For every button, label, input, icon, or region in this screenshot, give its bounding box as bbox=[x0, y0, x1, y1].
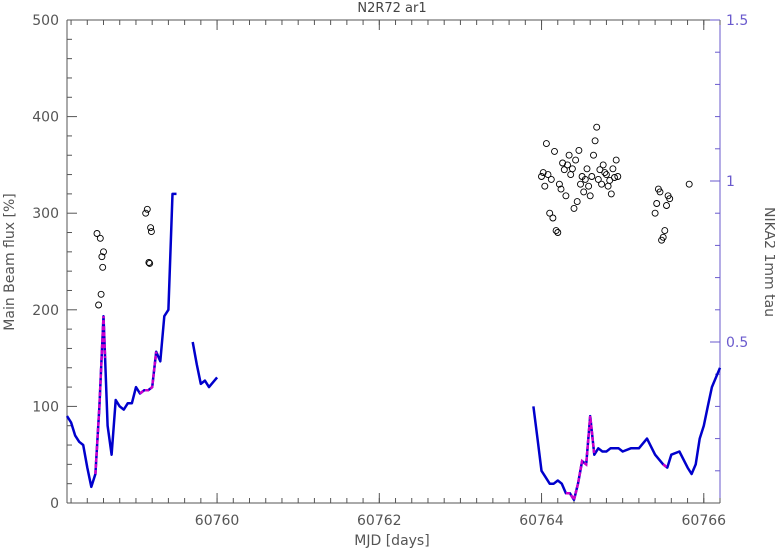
flux-point bbox=[581, 175, 589, 183]
y-tick-label: 200 bbox=[32, 303, 59, 319]
ticks: 60760 60762 60764 60766 0 100 200 300 400 500 0.5 1… bbox=[32, 13, 748, 529]
y2-tick-label: 1 bbox=[726, 174, 735, 190]
flux-point bbox=[541, 182, 549, 190]
flux-point bbox=[593, 123, 601, 131]
flux-point bbox=[609, 165, 617, 173]
chart-title: N2R72 ar1 bbox=[357, 1, 426, 16]
flux-point bbox=[567, 171, 575, 179]
flux-point bbox=[602, 171, 610, 179]
flux-point bbox=[98, 253, 106, 261]
y-tick-label: 500 bbox=[32, 13, 59, 29]
flux-point bbox=[663, 202, 670, 209]
flux-point bbox=[659, 233, 667, 241]
flux-point bbox=[590, 151, 597, 159]
flux-point bbox=[596, 166, 604, 174]
flux-point bbox=[147, 224, 155, 232]
flux-point bbox=[611, 174, 618, 181]
x-tick-label: 60760 bbox=[195, 513, 240, 529]
flux-point bbox=[661, 227, 669, 235]
flux-point bbox=[557, 185, 565, 193]
flux-point bbox=[588, 173, 596, 180]
flux-point bbox=[100, 248, 107, 256]
y2-tick-label: 1.5 bbox=[726, 13, 748, 29]
tau-highlight-segment bbox=[662, 463, 669, 469]
tau-series-line bbox=[532, 367, 722, 502]
y-tick-label: 300 bbox=[32, 206, 59, 222]
x-axis-label: MJD [days] bbox=[354, 533, 429, 549]
flux-point bbox=[570, 204, 578, 212]
flux-point bbox=[99, 263, 107, 271]
flux-point bbox=[585, 182, 593, 190]
flux-point bbox=[653, 200, 661, 207]
flux-point bbox=[554, 229, 562, 236]
flux-point bbox=[95, 301, 103, 309]
flux-point bbox=[96, 234, 104, 242]
flux-point bbox=[551, 147, 558, 155]
y-tick-label: 100 bbox=[32, 399, 59, 415]
flux-point bbox=[591, 137, 599, 145]
x-tick-label: 60762 bbox=[357, 513, 402, 529]
flux-point bbox=[666, 195, 674, 203]
flux-point bbox=[544, 171, 552, 179]
series-layer bbox=[65, 192, 722, 503]
flux-point bbox=[586, 192, 594, 200]
flux-point bbox=[142, 209, 150, 217]
flux-point bbox=[564, 161, 571, 169]
flux-point bbox=[546, 209, 554, 217]
flux-point bbox=[601, 169, 609, 177]
y2-axis-label: NIKA2 1mm tau bbox=[761, 207, 775, 317]
flux-point bbox=[607, 190, 615, 198]
y-tick-label: 400 bbox=[32, 110, 59, 126]
points-layer bbox=[93, 123, 693, 309]
flux-point bbox=[577, 180, 584, 188]
tau-series-line bbox=[65, 192, 177, 489]
flux-point bbox=[143, 205, 151, 213]
flux-point bbox=[575, 146, 583, 154]
flux-point bbox=[539, 169, 547, 177]
flux-point bbox=[651, 209, 659, 217]
flux-point bbox=[562, 192, 570, 200]
flux-point bbox=[547, 175, 555, 183]
flux-point bbox=[146, 259, 154, 267]
flux-point bbox=[145, 259, 153, 266]
flux-point bbox=[555, 180, 563, 188]
flux-point bbox=[568, 165, 576, 173]
flux-point bbox=[538, 173, 545, 180]
flux-point bbox=[599, 161, 607, 169]
flux-point bbox=[614, 173, 622, 180]
flux-point bbox=[560, 166, 568, 174]
tau-highlight-segment bbox=[94, 316, 107, 475]
tau-highlight-segment bbox=[139, 351, 158, 395]
flux-point bbox=[565, 151, 573, 159]
flux-point bbox=[598, 180, 606, 188]
x-tick-label: 60764 bbox=[519, 513, 564, 529]
flux-point bbox=[542, 140, 550, 148]
flux-point bbox=[147, 228, 155, 236]
tau-highlight-segment bbox=[565, 415, 596, 503]
flux-point bbox=[612, 156, 620, 164]
x-tick-label: 60766 bbox=[682, 513, 727, 529]
flux-point bbox=[572, 156, 580, 164]
flux-point bbox=[685, 180, 693, 188]
y2-tick-label: 0.5 bbox=[726, 335, 748, 351]
y-tick-label: 0 bbox=[50, 496, 59, 512]
plot-frame bbox=[66, 19, 721, 504]
flux-point bbox=[594, 175, 602, 183]
flux-point bbox=[656, 188, 664, 196]
flux-point bbox=[583, 165, 591, 173]
tau-series-line bbox=[191, 341, 219, 389]
y-axis-label: Main Beam flux [%] bbox=[2, 193, 18, 330]
flux-point bbox=[93, 230, 101, 237]
flux-point bbox=[97, 290, 105, 298]
flux-point bbox=[580, 188, 588, 196]
flux-point bbox=[604, 182, 612, 190]
flux-point bbox=[573, 198, 581, 206]
flux-point bbox=[559, 159, 567, 167]
flux-point bbox=[552, 227, 560, 235]
flux-point bbox=[549, 214, 557, 222]
